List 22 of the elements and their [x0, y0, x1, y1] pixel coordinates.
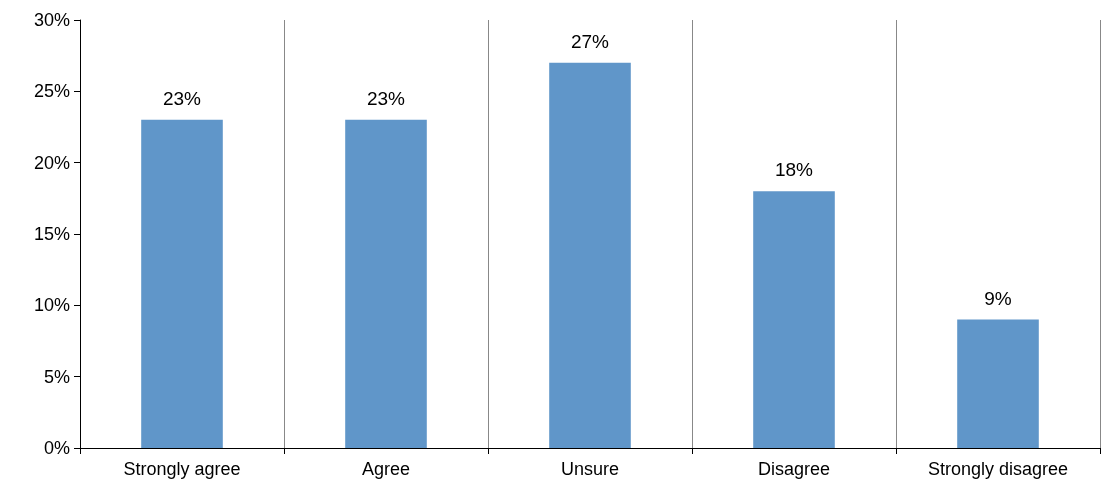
- x-tick-label: Disagree: [757, 459, 831, 479]
- x-tick-label: Agree: [361, 459, 411, 479]
- y-tick-label: 5%: [43, 366, 70, 387]
- bar: [753, 191, 835, 448]
- y-tick-label: 20%: [33, 152, 70, 173]
- y-tick-label: 25%: [33, 81, 70, 102]
- y-tick-label: 0%: [43, 438, 70, 458]
- data-label: 18%: [774, 159, 814, 181]
- y-tick-label: 30%: [33, 10, 70, 30]
- bar: [549, 62, 631, 448]
- x-tick-label: Strongly disagree: [927, 459, 1069, 479]
- x-tick-label: Unsure: [560, 459, 620, 479]
- bar: [141, 119, 223, 448]
- data-label: 23%: [366, 87, 406, 109]
- x-tick-label: Strongly agree: [123, 459, 241, 479]
- bar: [957, 319, 1039, 448]
- data-label: 27%: [570, 30, 610, 52]
- y-tick-label: 10%: [33, 295, 70, 316]
- data-label: 23%: [162, 87, 202, 109]
- data-label: 9%: [984, 287, 1012, 309]
- bar: [345, 119, 427, 448]
- y-tick-label: 15%: [33, 224, 70, 244]
